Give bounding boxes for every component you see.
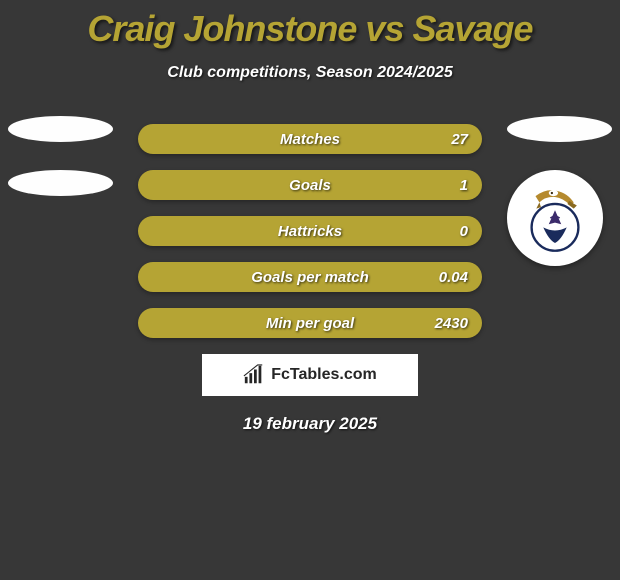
player-badge-ellipse [8, 170, 113, 196]
date-text: 19 february 2025 [0, 414, 620, 434]
brand-badge: FcTables.com [202, 354, 418, 396]
stats-area: Matches 27 Goals 1 Hattricks 0 Goals per… [0, 124, 620, 434]
right-player-badges [507, 116, 612, 266]
stat-bar: Min per goal 2430 [138, 308, 482, 338]
stat-bar: Hattricks 0 [138, 216, 482, 246]
infographic-root: Craig Johnstone vs Savage Club competiti… [0, 0, 620, 434]
stat-label: Hattricks [278, 223, 342, 240]
player-badge-ellipse [507, 116, 612, 142]
club-logo [507, 170, 603, 266]
page-title: Craig Johnstone vs Savage [0, 8, 620, 50]
stat-value: 0 [460, 223, 468, 240]
player-badge-ellipse [8, 116, 113, 142]
stat-label: Matches [280, 131, 340, 148]
stat-bar: Goals per match 0.04 [138, 262, 482, 292]
stat-bars: Matches 27 Goals 1 Hattricks 0 Goals per… [138, 124, 482, 338]
club-crest-icon [516, 179, 594, 257]
stat-value: 1 [460, 177, 468, 194]
stat-bar: Goals 1 [138, 170, 482, 200]
left-player-badges [8, 116, 113, 224]
brand-text: FcTables.com [271, 366, 377, 384]
stat-label: Min per goal [266, 315, 354, 332]
stat-label: Goals [289, 177, 331, 194]
brand-inner: FcTables.com [243, 364, 377, 386]
stat-value: 2430 [435, 315, 468, 332]
stat-label: Goals per match [251, 269, 369, 286]
subtitle: Club competitions, Season 2024/2025 [0, 64, 620, 82]
stat-value: 0.04 [439, 269, 468, 286]
bar-chart-icon [243, 364, 265, 386]
stat-value: 27 [451, 131, 468, 148]
stat-bar: Matches 27 [138, 124, 482, 154]
